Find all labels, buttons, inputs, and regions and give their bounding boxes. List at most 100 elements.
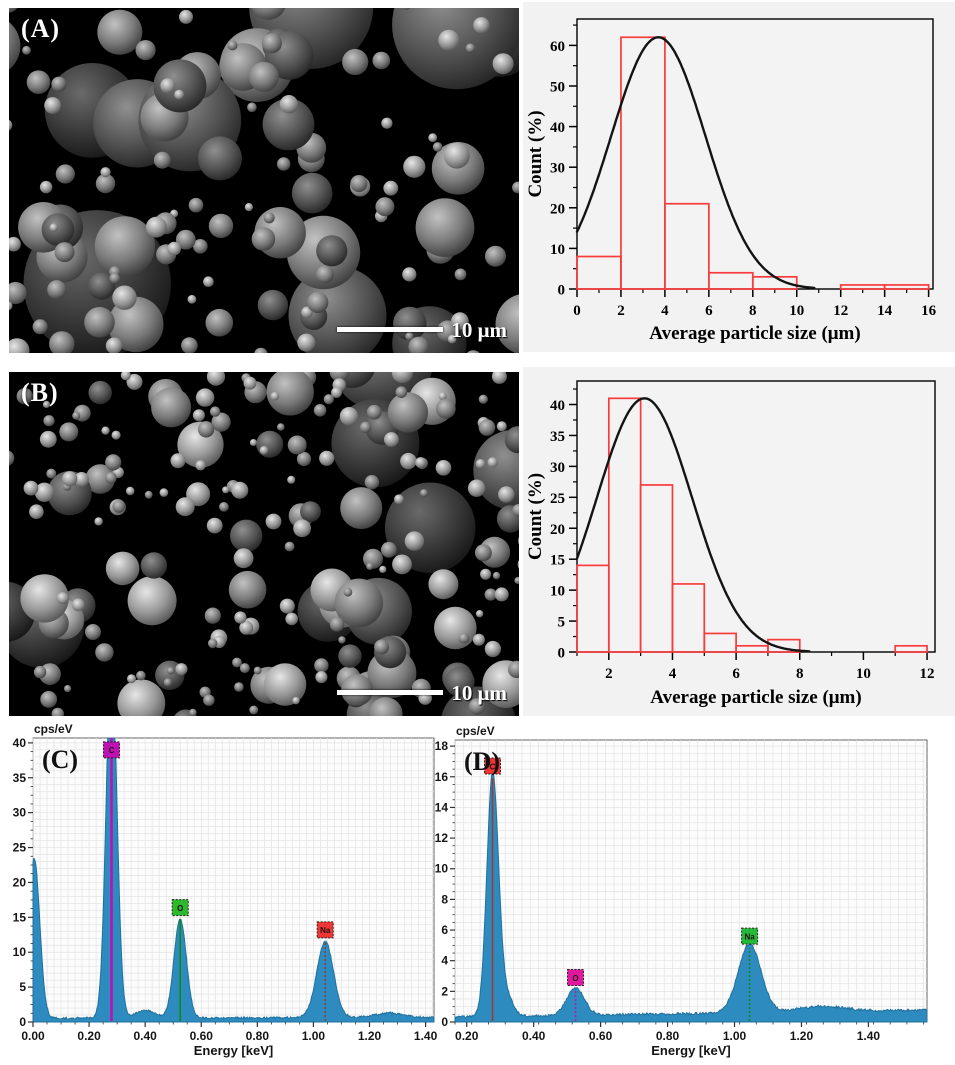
svg-text:Na: Na bbox=[744, 932, 755, 941]
svg-text:8: 8 bbox=[749, 303, 757, 319]
svg-text:6: 6 bbox=[441, 923, 448, 937]
sem-micrograph-a bbox=[9, 8, 519, 353]
svg-text:6: 6 bbox=[705, 303, 713, 319]
svg-text:0: 0 bbox=[441, 1015, 448, 1029]
svg-text:10: 10 bbox=[789, 303, 804, 319]
svg-text:1.40: 1.40 bbox=[857, 1029, 881, 1043]
svg-text:C: C bbox=[109, 746, 115, 755]
scalebar-label-b: 10 μm bbox=[451, 681, 507, 705]
svg-text:8: 8 bbox=[441, 892, 448, 906]
svg-text:2: 2 bbox=[617, 303, 625, 319]
eds-panel-d: C O Na 0 2 4 6 8 10 12 14 16 18 0.20 0.40 0.60 0.80 1.00 1… bbox=[432, 722, 955, 1062]
scalebar-line-b bbox=[337, 689, 444, 695]
svg-text:4: 4 bbox=[661, 303, 669, 319]
svg-text:25: 25 bbox=[550, 491, 565, 507]
svg-text:40: 40 bbox=[550, 120, 565, 136]
svg-text:4: 4 bbox=[669, 666, 677, 682]
svg-text:6: 6 bbox=[732, 666, 740, 682]
svg-text:12: 12 bbox=[833, 303, 848, 319]
svg-text:Count (%): Count (%) bbox=[525, 110, 546, 197]
svg-text:10: 10 bbox=[435, 862, 449, 876]
svg-text:16: 16 bbox=[921, 303, 937, 319]
svg-text:50: 50 bbox=[550, 79, 565, 95]
sem-micrograph-b bbox=[9, 372, 519, 716]
scalebar-line-a bbox=[337, 326, 444, 332]
svg-text:0.20: 0.20 bbox=[77, 1029, 101, 1043]
eds-spectrum-c: C O Na 0 5 10 15 20 25 30 35 40 0.00 0.20 0.40 0.60 0.80… bbox=[13, 722, 438, 1058]
svg-text:40: 40 bbox=[550, 398, 565, 414]
svg-text:30: 30 bbox=[550, 161, 565, 177]
svg-text:0.40: 0.40 bbox=[522, 1029, 546, 1043]
svg-text:Average particle size (μm): Average particle size (μm) bbox=[650, 687, 861, 708]
svg-text:1.00: 1.00 bbox=[723, 1029, 747, 1043]
svg-text:Average particle size (μm): Average particle size (μm) bbox=[649, 323, 860, 344]
svg-text:15: 15 bbox=[550, 553, 565, 569]
svg-text:10: 10 bbox=[13, 945, 27, 959]
svg-text:C: C bbox=[490, 762, 496, 771]
svg-text:1.00: 1.00 bbox=[302, 1029, 326, 1043]
sem-panel-b: (B) 10 μm bbox=[9, 372, 519, 716]
svg-text:1.20: 1.20 bbox=[790, 1029, 814, 1043]
svg-text:10: 10 bbox=[856, 666, 871, 682]
svg-text:0: 0 bbox=[558, 646, 566, 662]
svg-text:O: O bbox=[572, 974, 578, 983]
eds-spectrum-d: C O Na 0 2 4 6 8 10 12 14 16 18 0.20 0.40 0.60 0.80 1.00 1… bbox=[435, 724, 928, 1058]
svg-text:0.40: 0.40 bbox=[133, 1029, 157, 1043]
svg-text:Energy [keV]: Energy [keV] bbox=[194, 1043, 273, 1058]
svg-text:14: 14 bbox=[877, 303, 893, 319]
svg-text:15: 15 bbox=[13, 910, 27, 924]
svg-text:(D): (D) bbox=[464, 747, 500, 776]
svg-text:60: 60 bbox=[550, 39, 565, 55]
histogram-panel-b: 2 4 6 8 10 12 0 5 10 15 20 25 30 35 40 Average particle… bbox=[523, 367, 955, 716]
scalebar-b: 10 μm bbox=[337, 681, 507, 706]
svg-text:20: 20 bbox=[13, 875, 27, 889]
svg-text:14: 14 bbox=[435, 800, 449, 814]
svg-text:cps/eV: cps/eV bbox=[34, 722, 73, 736]
particle-size-histogram-b: 2 4 6 8 10 12 0 5 10 15 20 25 30 35 40 Average particle… bbox=[525, 380, 936, 708]
svg-text:0.80: 0.80 bbox=[656, 1029, 680, 1043]
particle-size-histogram-a: 0 2 4 6 8 10 12 14 16 0 10 20 30 40 50 60 Average partic… bbox=[525, 18, 937, 344]
svg-text:20: 20 bbox=[550, 201, 565, 217]
svg-text:30: 30 bbox=[550, 460, 565, 476]
svg-text:0: 0 bbox=[573, 303, 581, 319]
svg-text:4: 4 bbox=[441, 954, 448, 968]
svg-text:20: 20 bbox=[550, 522, 565, 538]
svg-text:10: 10 bbox=[550, 242, 565, 258]
panel-label-b: (B) bbox=[21, 378, 59, 407]
svg-text:Count (%): Count (%) bbox=[525, 473, 546, 560]
svg-text:35: 35 bbox=[550, 429, 565, 445]
svg-text:5: 5 bbox=[558, 615, 566, 631]
eds-panel-c: C O Na 0 5 10 15 20 25 30 35 40 0.00 0.20 0.40 0.60 0.80… bbox=[10, 722, 462, 1062]
svg-text:1.40: 1.40 bbox=[414, 1029, 438, 1043]
svg-text:40: 40 bbox=[13, 736, 27, 750]
svg-text:30: 30 bbox=[13, 806, 27, 820]
svg-text:0.80: 0.80 bbox=[246, 1029, 270, 1043]
panel-label-a: (A) bbox=[21, 14, 61, 43]
svg-text:8: 8 bbox=[796, 666, 804, 682]
svg-text:2: 2 bbox=[441, 984, 448, 998]
svg-text:1.20: 1.20 bbox=[358, 1029, 382, 1043]
svg-text:12: 12 bbox=[435, 831, 449, 845]
svg-text:2: 2 bbox=[605, 666, 613, 682]
svg-text:O: O bbox=[177, 904, 183, 913]
histogram-panel-a: 0 2 4 6 8 10 12 14 16 0 10 20 30 40 50 60 Average partic… bbox=[523, 2, 955, 352]
svg-text:0: 0 bbox=[558, 283, 566, 299]
scalebar-label-a: 10 μm bbox=[451, 318, 507, 342]
svg-text:25: 25 bbox=[13, 841, 27, 855]
svg-text:Na: Na bbox=[320, 926, 331, 935]
svg-text:5: 5 bbox=[19, 980, 26, 994]
svg-text:Energy [keV]: Energy [keV] bbox=[651, 1043, 730, 1058]
svg-text:18: 18 bbox=[435, 739, 449, 753]
scalebar-a: 10 μm bbox=[337, 318, 507, 343]
svg-text:12: 12 bbox=[920, 666, 935, 682]
svg-text:35: 35 bbox=[13, 771, 27, 785]
svg-text:0: 0 bbox=[19, 1015, 26, 1029]
svg-text:0.20: 0.20 bbox=[455, 1029, 479, 1043]
svg-text:10: 10 bbox=[550, 584, 565, 600]
sem-panel-a: (A) 10 μm bbox=[9, 8, 519, 353]
svg-text:(C): (C) bbox=[42, 745, 78, 774]
svg-text:16: 16 bbox=[435, 770, 449, 784]
svg-text:0.00: 0.00 bbox=[21, 1029, 45, 1043]
svg-text:0.60: 0.60 bbox=[589, 1029, 613, 1043]
